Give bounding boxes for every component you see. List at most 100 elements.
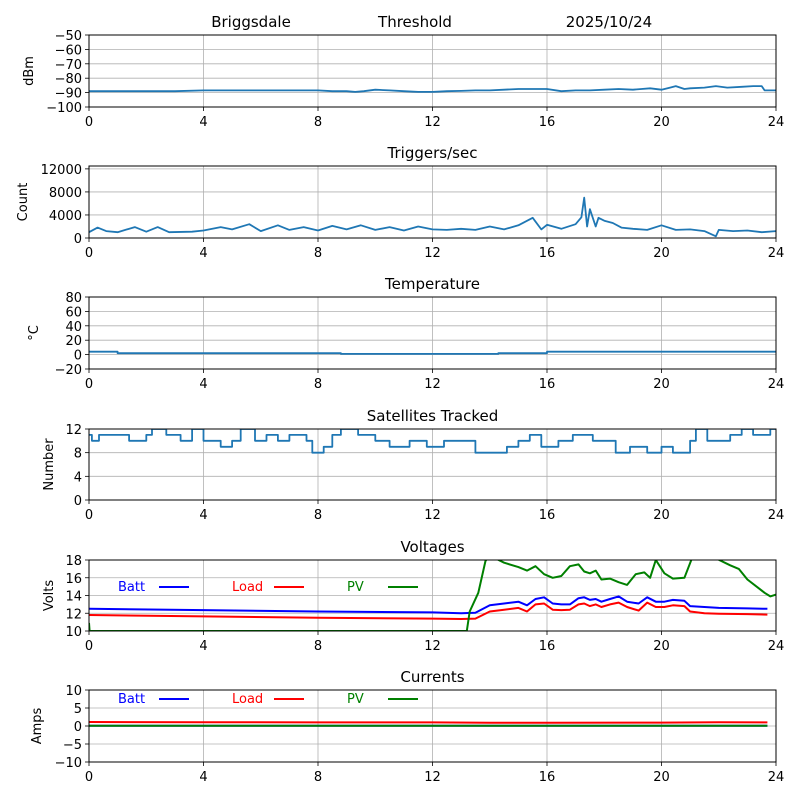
x-tick-label: 16 — [539, 377, 556, 392]
x-tick-label: 20 — [653, 639, 670, 654]
y-tick-label: 10 — [65, 625, 82, 640]
x-tick-label: 16 — [539, 246, 556, 261]
x-tick-label: 4 — [199, 770, 207, 785]
y-tick-label: 5 — [74, 702, 82, 717]
series-group — [89, 560, 776, 631]
y-tick-label: 0 — [74, 720, 82, 735]
x-tick-label: 24 — [768, 508, 785, 523]
y-tick-label: 8 — [74, 447, 82, 462]
chart-title: Temperature — [384, 275, 480, 293]
x-tick-label: 0 — [85, 639, 93, 654]
y-tick-label: −10 — [55, 756, 82, 771]
x-tick-label: 4 — [199, 508, 207, 523]
legend-label-batt: Batt — [118, 692, 145, 707]
y-tick-label: 12 — [65, 607, 82, 622]
y-axis-label: °C — [27, 325, 42, 341]
y-tick-label: −50 — [55, 29, 82, 44]
x-tick-label: 0 — [85, 377, 93, 392]
legend-label-batt: Batt — [118, 580, 145, 595]
y-tick-label: 0 — [74, 349, 82, 364]
series-group — [89, 350, 776, 355]
x-tick-label: 12 — [424, 246, 441, 261]
series-line-signal — [89, 85, 776, 93]
y-tick-label: 4 — [74, 470, 82, 485]
y-tick-label: −70 — [55, 58, 82, 73]
x-tick-label: 4 — [199, 639, 207, 654]
legend-label-pv: PV — [347, 692, 364, 707]
x-tick-label: 12 — [424, 770, 441, 785]
x-tick-label: 4 — [199, 377, 207, 392]
series-line-pv — [89, 560, 776, 631]
x-tick-label: 20 — [653, 377, 670, 392]
x-tick-label: 24 — [768, 115, 785, 130]
series-line-batt — [89, 595, 768, 615]
y-tick-label: 10 — [65, 684, 82, 699]
y-tick-label: −80 — [55, 72, 82, 87]
header-station: Briggsdale — [211, 13, 291, 31]
panel-currents: 0 4 8 12 16 20 24 −10 −5 0 5 10 Currents Amps Batt Load… — [30, 668, 784, 785]
panel-signal: 0 4 8 12 16 20 24 −100−90−80−70−60−50 dBm — [22, 29, 784, 130]
y-tick-label: −20 — [55, 363, 82, 378]
y-axis-label: Count — [16, 183, 31, 222]
series-group — [89, 721, 768, 727]
series-group — [89, 429, 776, 454]
x-tick-label: 12 — [424, 639, 441, 654]
x-tick-label: 8 — [314, 639, 322, 654]
series-line-triggers — [89, 196, 776, 238]
y-tick-label: 12 — [65, 423, 82, 438]
series-group — [89, 196, 776, 238]
chart-title: Satellites Tracked — [367, 407, 498, 425]
x-tick-label: 24 — [768, 639, 785, 654]
x-tick-label: 16 — [539, 508, 556, 523]
y-tick-label: 16 — [65, 572, 82, 587]
y-tick-label: 12000 — [41, 163, 82, 178]
x-tick-label: 12 — [424, 508, 441, 523]
x-tick-label: 8 — [314, 246, 322, 261]
y-tick-label: −100 — [46, 101, 82, 116]
x-tick-label: 0 — [85, 508, 93, 523]
x-tick-label: 12 — [424, 377, 441, 392]
y-tick-label: 0 — [74, 494, 82, 509]
y-axis-label: Volts — [42, 580, 57, 612]
x-tick-label: 24 — [768, 377, 785, 392]
x-tick-label: 24 — [768, 246, 785, 261]
legend-label-pv: PV — [347, 580, 364, 595]
series-line-load — [89, 721, 768, 724]
y-tick-label: 18 — [65, 554, 82, 569]
x-tick-label: 20 — [653, 508, 670, 523]
series-line-temperature — [89, 350, 776, 355]
x-tick-label: 20 — [653, 246, 670, 261]
x-tick-label: 8 — [314, 377, 322, 392]
x-tick-label: 12 — [424, 115, 441, 130]
y-tick-label: 4000 — [49, 209, 82, 224]
legend-label-load: Load — [232, 692, 263, 707]
x-tick-label: 8 — [314, 115, 322, 130]
panel-voltages: 0 4 8 12 16 20 24 10 12 14 16 18 Voltages Volts Batt Lo… — [42, 538, 784, 654]
y-axis-label: dBm — [22, 56, 37, 86]
y-tick-label: −90 — [55, 87, 82, 102]
y-tick-label: 8000 — [49, 186, 82, 201]
x-tick-label: 20 — [653, 770, 670, 785]
legend-label-load: Load — [232, 580, 263, 595]
x-tick-label: 20 — [653, 115, 670, 130]
x-tick-label: 16 — [539, 770, 556, 785]
x-tick-label: 16 — [539, 115, 556, 130]
y-tick-label: −5 — [63, 738, 82, 753]
x-tick-label: 8 — [314, 770, 322, 785]
x-tick-label: 24 — [768, 770, 785, 785]
panel-satellites: 0 4 8 12 16 20 24 0 4 8 12 Satellites Tracked Number — [42, 407, 784, 523]
series-group — [89, 85, 776, 93]
y-tick-label: 14 — [65, 590, 82, 605]
panel-triggers: 0 4 8 12 16 20 24 0 4000 8000 12000 Triggers/sec Cou… — [16, 144, 784, 261]
x-tick-label: 0 — [85, 246, 93, 261]
y-tick-label: 60 — [65, 305, 82, 320]
chart-title: Voltages — [400, 538, 464, 556]
y-tick-label: −60 — [55, 43, 82, 58]
chart-title: Triggers/sec — [387, 144, 478, 162]
series-line-satellites — [89, 429, 776, 454]
x-tick-label: 16 — [539, 639, 556, 654]
x-tick-label: 8 — [314, 508, 322, 523]
x-tick-label: 4 — [199, 246, 207, 261]
